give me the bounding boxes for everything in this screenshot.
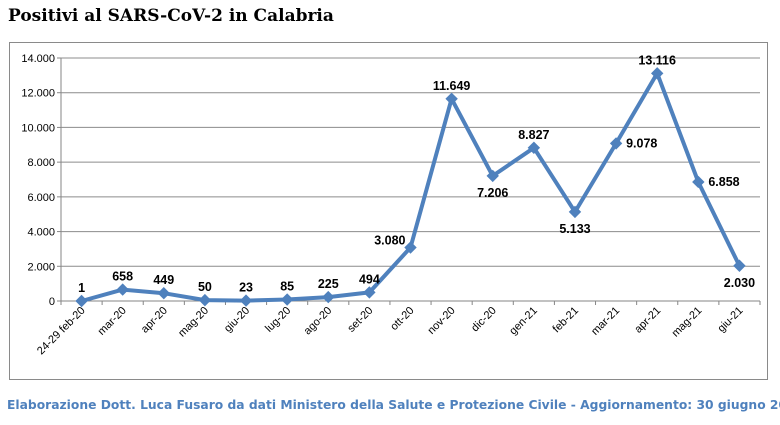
data-point-marker xyxy=(198,293,212,307)
data-point-marker xyxy=(404,241,417,254)
data-label: 6.858 xyxy=(708,175,739,189)
y-tick-label: 14.000 xyxy=(21,53,55,65)
x-tick-label: apr-21 xyxy=(632,305,663,336)
x-tick-label: giu-21 xyxy=(715,305,745,335)
data-label: 3.080 xyxy=(374,234,405,248)
data-label: 2.030 xyxy=(724,276,755,290)
data-label: 1 xyxy=(78,281,85,295)
y-tick-label: 0 xyxy=(49,296,55,308)
x-tick-label: giu-20 xyxy=(222,305,252,335)
x-tick-label: mag-21 xyxy=(670,305,705,340)
data-label: 5.133 xyxy=(559,222,590,236)
x-tick-label: apr-20 xyxy=(139,305,170,336)
data-point-marker xyxy=(322,290,335,304)
chart-title: Positivi al SARS-CoV-2 in Calabria xyxy=(8,6,334,26)
x-tick-label: nov-20 xyxy=(425,305,457,337)
data-point-marker xyxy=(445,92,458,106)
data-point-marker xyxy=(568,205,582,219)
x-tick-label: mag-20 xyxy=(176,305,211,340)
x-tick-label: feb-21 xyxy=(551,305,582,336)
data-point-marker xyxy=(280,293,294,306)
series-line xyxy=(79,71,742,303)
data-label: 8.827 xyxy=(518,128,549,142)
chart-footer: Elaborazione Dott. Luca Fusaro da dati M… xyxy=(7,398,780,412)
data-point-marker xyxy=(650,67,664,80)
data-point-marker xyxy=(486,169,499,183)
x-tick-label: lug-20 xyxy=(263,305,293,335)
data-label: 50 xyxy=(198,280,212,294)
data-point-marker xyxy=(116,283,129,296)
data-label: 7.206 xyxy=(477,186,508,200)
data-point-marker xyxy=(609,137,623,150)
data-point-marker xyxy=(733,259,746,272)
x-tick-label: mar-21 xyxy=(589,305,622,338)
x-tick-label: set-20 xyxy=(345,305,375,335)
data-label: 23 xyxy=(239,281,253,295)
data-label: 9.078 xyxy=(626,136,657,150)
data-label: 658 xyxy=(112,270,133,284)
y-tick-label: 2.000 xyxy=(27,261,55,273)
data-point-marker xyxy=(527,141,541,154)
data-label: 225 xyxy=(318,277,339,291)
x-tick-label: mar-20 xyxy=(96,305,129,338)
data-label: 11.649 xyxy=(433,79,471,93)
data-point-marker xyxy=(692,175,705,189)
y-tick-label: 6.000 xyxy=(27,192,55,204)
data-point-marker xyxy=(239,294,253,307)
x-tick-label: 24-29 feb-20 xyxy=(35,305,88,358)
y-tick-label: 12.000 xyxy=(21,88,55,100)
x-tick-label: ott-20 xyxy=(388,305,416,333)
data-label: 85 xyxy=(280,280,294,294)
x-tick-label: dic-20 xyxy=(469,305,499,335)
data-point-marker xyxy=(157,286,171,300)
data-point-marker xyxy=(75,294,88,308)
x-tick-label: ago-20 xyxy=(302,305,335,338)
data-label: 494 xyxy=(359,272,380,286)
data-label: 13.116 xyxy=(638,53,676,67)
data-label: 449 xyxy=(153,273,174,287)
y-tick-label: 10.000 xyxy=(21,122,55,134)
y-tick-label: 4.000 xyxy=(27,227,55,239)
y-tick-label: 8.000 xyxy=(27,157,55,169)
data-point-marker xyxy=(363,286,376,299)
x-tick-label: gen-21 xyxy=(507,305,540,338)
